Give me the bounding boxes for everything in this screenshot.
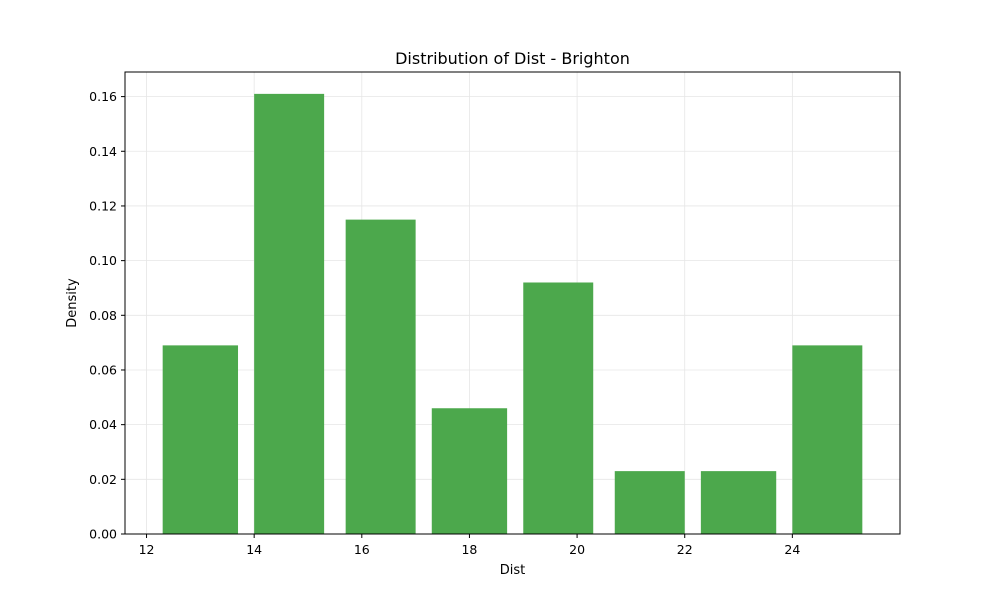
y-tick-label: 0.04 [89, 417, 117, 432]
x-tick-label: 18 [461, 542, 477, 557]
x-tick-label: 14 [246, 542, 262, 557]
bar-2 [254, 93, 325, 535]
bars [162, 93, 863, 535]
bar-6 [614, 471, 685, 534]
bar-8 [792, 345, 863, 534]
y-tick-label: 0.00 [89, 527, 117, 542]
y-tick-label: 0.16 [89, 89, 117, 104]
bar-3 [345, 219, 416, 534]
grid-lines [125, 72, 900, 535]
x-tick-label: 22 [677, 542, 693, 557]
y-tick-label: 0.06 [89, 362, 117, 377]
x-tick-label: 12 [139, 542, 155, 557]
bar-7 [700, 471, 777, 534]
x-tick-label: 20 [569, 542, 585, 557]
plot-frame [124, 71, 901, 535]
bar-1 [162, 345, 239, 534]
x-tick-label: 16 [354, 542, 370, 557]
y-axis-label: Density [65, 278, 80, 328]
y-tick-label: 0.08 [89, 308, 117, 323]
y-tick-label: 0.12 [89, 198, 117, 213]
bar-5 [523, 282, 594, 534]
y-tick-label: 0.10 [89, 253, 117, 268]
y-axis: 0.00 0.02 0.04 0.06 0.08 0.10 0.12 0.14 0.16 [89, 89, 125, 542]
chart-title: Distribution of Dist - Brighton [395, 49, 630, 68]
y-tick-label: 0.02 [89, 472, 117, 487]
x-axis: 12 14 16 18 20 22 24 [139, 534, 800, 557]
x-tick-label: 24 [784, 542, 800, 557]
bar-4 [431, 408, 508, 534]
y-tick-label: 0.14 [89, 144, 117, 159]
x-axis-label: Dist [500, 563, 526, 578]
